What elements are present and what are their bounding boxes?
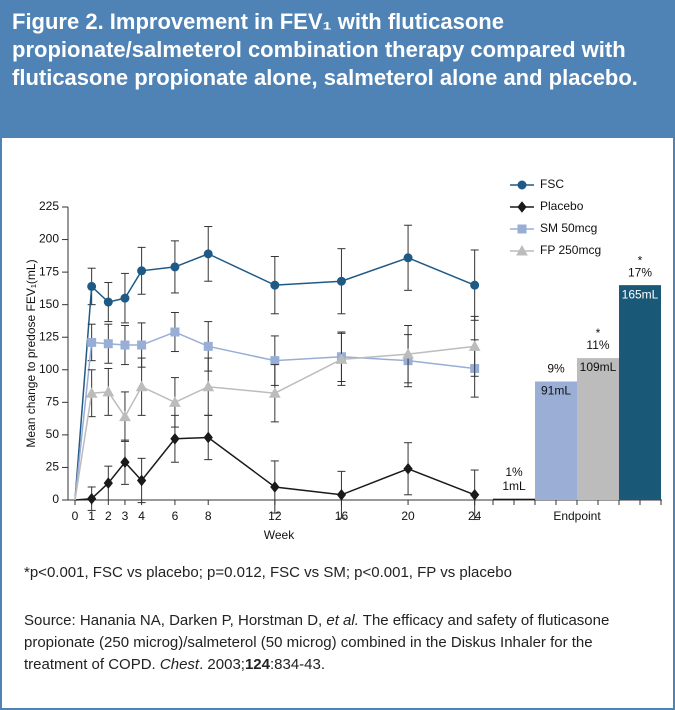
marker: [403, 462, 413, 475]
bar-percent-label: 17%: [628, 265, 652, 279]
marker: [468, 340, 481, 351]
marker: [120, 293, 130, 303]
marker: [402, 348, 414, 359]
marker: [136, 474, 147, 487]
marker: [270, 481, 280, 493]
y-axis-label: Mean change to predose FEV₁(mL): [24, 259, 38, 447]
x-tick-label: 20: [401, 509, 415, 523]
endpoint-label: Endpoint: [553, 509, 601, 523]
x-tick-label: 6: [172, 509, 179, 523]
legend-label: FSC: [540, 177, 564, 191]
marker: [336, 488, 347, 501]
source-text: . 2003;: [199, 656, 245, 673]
notes: *p<0.001, FSC vs placebo; p=0.012, FSC v…: [24, 562, 654, 676]
marker: [87, 337, 97, 347]
marker: [87, 281, 97, 291]
marker: [203, 249, 213, 259]
marker: [470, 488, 480, 501]
marker: [470, 280, 480, 290]
y-tick-label: 100: [39, 362, 59, 376]
y-tick-label: 25: [46, 460, 60, 474]
source-text: The efficacy and safety of fluticasone p…: [24, 612, 610, 673]
marker: [120, 456, 130, 469]
figure-title: Figure 2. Improvement in FEV₁ with fluti…: [2, 2, 673, 138]
source-text: Chest: [159, 656, 200, 673]
x-tick-label: 8: [205, 509, 212, 523]
x-tick-label: 0: [72, 509, 79, 523]
x-tick-label: 1: [88, 509, 95, 523]
significance-mark: *: [596, 326, 601, 340]
x-axis-label: Week: [264, 528, 295, 542]
marker: [203, 341, 213, 351]
source-text: :834-43.: [269, 656, 326, 673]
y-tick-label: 175: [39, 264, 59, 278]
y-tick-label: 50: [46, 427, 60, 441]
marker: [170, 432, 180, 445]
marker: [335, 353, 348, 364]
legend-label: SM 50mcg: [540, 221, 597, 235]
marker: [103, 477, 113, 489]
marker: [119, 410, 131, 422]
marker: [102, 385, 115, 397]
bar-value-label: 1mL: [502, 479, 526, 493]
marker: [268, 387, 281, 398]
source-text: 124: [244, 656, 270, 673]
y-tick-label: 150: [39, 297, 59, 311]
marker: [170, 262, 180, 272]
y-tick-label: 0: [52, 492, 59, 506]
legend-marker: [517, 224, 527, 234]
footnote: *p<0.001, FSC vs placebo; p=0.012, FSC v…: [24, 564, 512, 581]
legend-label: FP 250mcg: [540, 243, 601, 257]
bar-value-label: 91mL: [541, 384, 571, 398]
bar-percent-label: 11%: [586, 338, 609, 352]
marker: [103, 297, 113, 307]
marker: [336, 276, 346, 286]
y-tick-label: 200: [39, 232, 59, 246]
bar-percent-label: 1%: [505, 465, 523, 479]
legend-label: Placebo: [540, 199, 584, 213]
source: Source: Hanania NA, Darken P, Horstman D…: [24, 610, 654, 676]
y-tick-label: 225: [39, 199, 59, 213]
marker: [87, 492, 97, 505]
marker: [270, 280, 280, 290]
marker: [137, 340, 147, 350]
y-tick-label: 125: [39, 329, 59, 343]
bar: [535, 381, 577, 500]
marker: [103, 339, 113, 349]
bar-value-label: 165mL: [622, 287, 659, 301]
legend-marker: [516, 244, 528, 256]
marker: [120, 340, 130, 350]
source-text: et al.: [326, 612, 359, 629]
x-tick-label: 2: [105, 509, 112, 523]
x-tick-label: 3: [122, 509, 129, 523]
marker: [170, 327, 180, 337]
bar: [577, 358, 619, 500]
significance-mark: *: [638, 253, 643, 267]
marker: [85, 387, 98, 398]
marker: [270, 356, 280, 366]
marker: [169, 396, 181, 407]
marker: [135, 380, 148, 392]
marker: [202, 380, 215, 392]
marker: [137, 266, 147, 276]
marker: [203, 431, 213, 444]
source-text: Source: Hanania NA, Darken P, Horstman D…: [24, 612, 327, 629]
marker: [403, 253, 413, 263]
bar-percent-label: 9%: [547, 362, 565, 376]
x-tick-label: 4: [138, 509, 145, 523]
y-tick-label: 75: [46, 395, 60, 409]
bar-value-label: 109mL: [580, 360, 617, 374]
bar: [619, 285, 661, 500]
bar: [493, 498, 535, 500]
legend-marker: [517, 201, 527, 213]
legend-marker: [517, 180, 527, 190]
